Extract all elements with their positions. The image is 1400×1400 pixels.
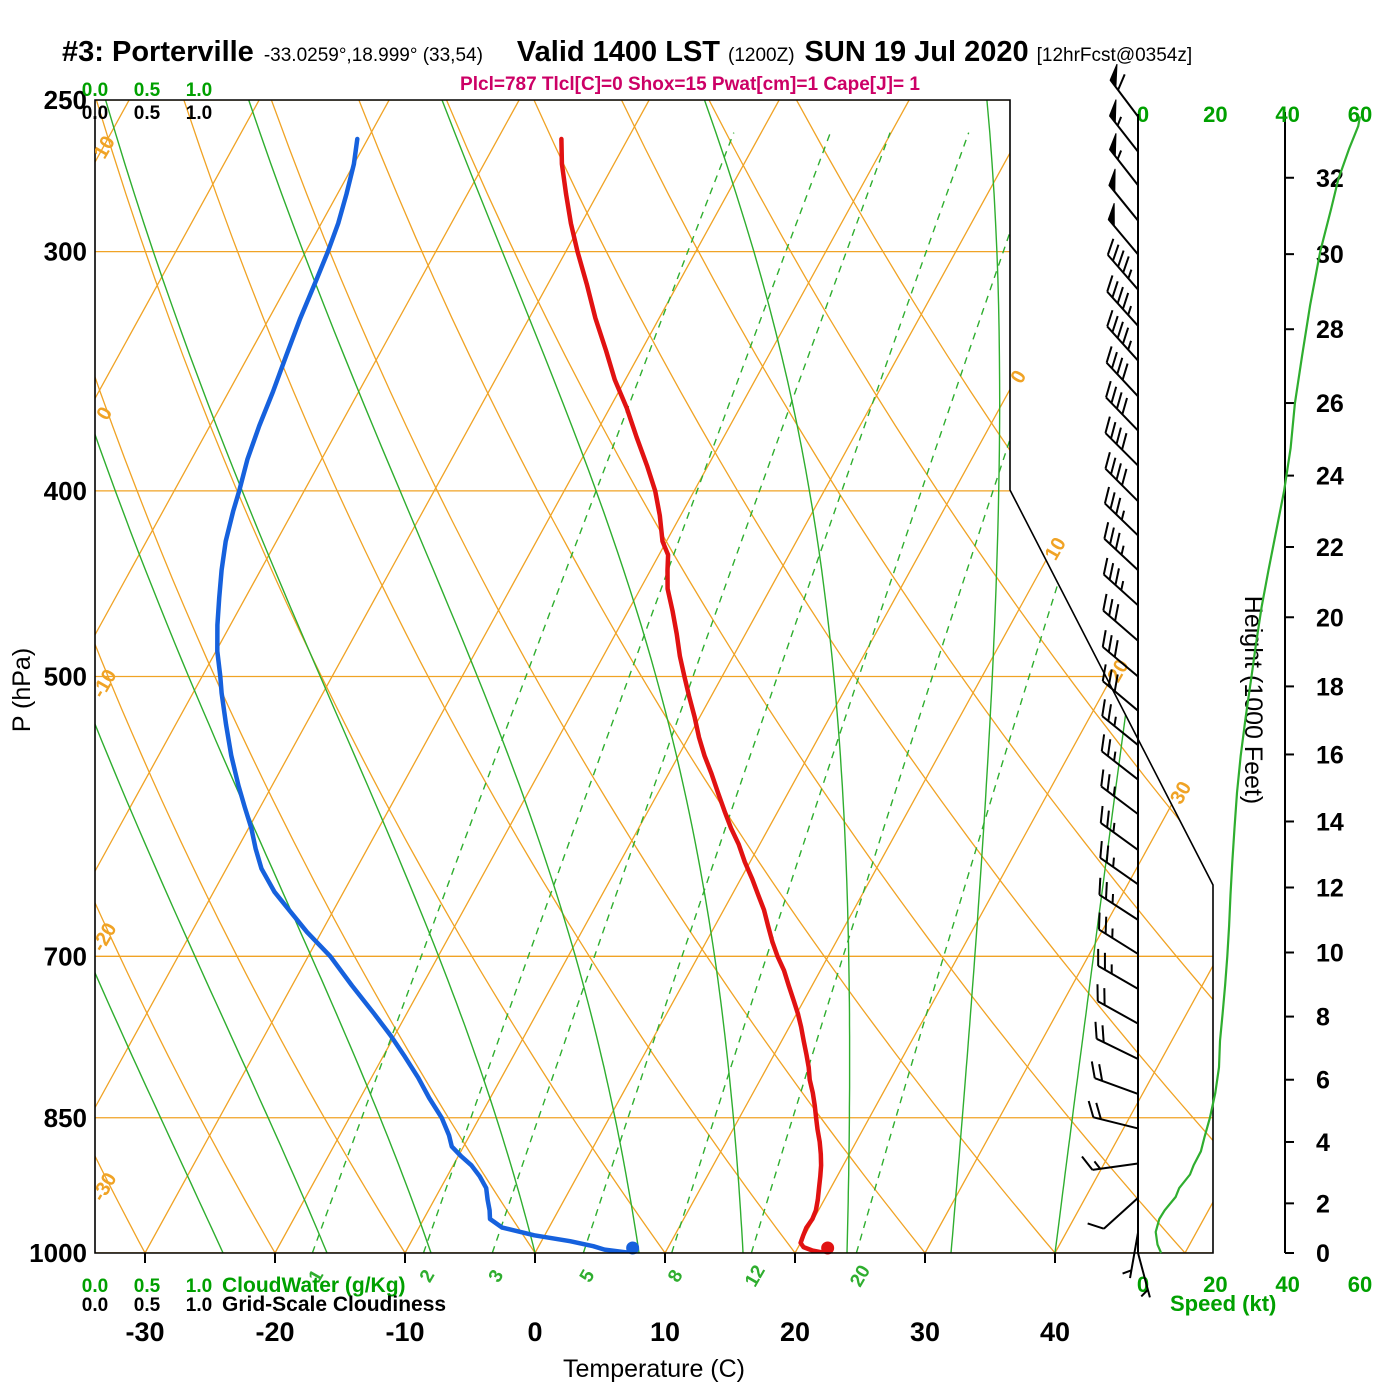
- svg-text:1.0: 1.0: [186, 103, 212, 124]
- svg-text:0: 0: [527, 1317, 542, 1347]
- svg-text:0.0: 0.0: [82, 1295, 108, 1316]
- svg-text:20: 20: [1203, 102, 1227, 127]
- valid-zulu: (1200Z): [728, 45, 795, 66]
- station-coordinates: -33.0259°,18.999° (33,54): [263, 45, 483, 66]
- temperature-curve: [559, 136, 828, 1253]
- svg-text:P (hPa): P (hPa): [8, 648, 36, 732]
- dewpoint-curve: [215, 136, 633, 1253]
- svg-text:24: 24: [1316, 463, 1344, 491]
- title-bar: #3: Porterville -33.0259°,18.999° (33,54…: [62, 36, 1392, 69]
- svg-text:40: 40: [1275, 102, 1299, 127]
- surface-temperature-dot: [821, 1241, 835, 1255]
- svg-text:8: 8: [664, 1266, 687, 1286]
- plot-border: [94, 99, 1214, 1254]
- svg-text:-30: -30: [125, 1317, 164, 1347]
- svg-text:-20: -20: [255, 1317, 294, 1347]
- forecast-tag: [12hrFcst@0354z]: [1036, 45, 1193, 66]
- svg-text:60: 60: [1348, 1272, 1372, 1297]
- svg-text:16: 16: [1316, 741, 1344, 769]
- svg-text:-10: -10: [385, 1317, 424, 1347]
- svg-text:40: 40: [1275, 1272, 1299, 1297]
- svg-text:2: 2: [1316, 1190, 1330, 1218]
- svg-text:40: 40: [1040, 1317, 1070, 1347]
- sounding-curves: [215, 136, 828, 1253]
- svg-text:1000: 1000: [29, 1238, 87, 1268]
- svg-text:2: 2: [416, 1266, 439, 1286]
- svg-text:0.0: 0.0: [82, 1276, 108, 1297]
- svg-text:0.0: 0.0: [82, 80, 108, 101]
- svg-text:10: 10: [650, 1317, 680, 1347]
- surface-dewpoint-dot: [626, 1241, 640, 1255]
- svg-text:30: 30: [910, 1317, 940, 1347]
- svg-text:6: 6: [1316, 1067, 1330, 1095]
- svg-text:0.0: 0.0: [82, 103, 108, 124]
- svg-text:Speed (kt): Speed (kt): [1170, 1291, 1276, 1316]
- svg-text:28: 28: [1316, 316, 1344, 344]
- svg-text:12: 12: [1316, 874, 1344, 902]
- orange-guides: [95, 100, 1213, 1253]
- svg-text:0.5: 0.5: [134, 103, 161, 124]
- svg-text:12: 12: [741, 1262, 770, 1291]
- svg-text:0: 0: [92, 403, 117, 424]
- stability-params: Plcl=787 Tlcl[C]=0 Shox=15 Pwat[cm]=1 Ca…: [460, 74, 920, 95]
- station-title: #3: Porterville: [62, 36, 254, 68]
- svg-text:0: 0: [1137, 102, 1149, 127]
- svg-text:1.0: 1.0: [186, 1276, 212, 1297]
- cloudiness-labels: 0.00.00.50.51.01.0 Grid-Scale Cloudiness: [82, 103, 446, 1316]
- svg-text:18: 18: [1316, 673, 1344, 701]
- svg-text:850: 850: [44, 1103, 87, 1133]
- svg-text:20: 20: [780, 1317, 810, 1347]
- svg-text:8: 8: [1316, 1004, 1330, 1032]
- wind-speed-curve: [1154, 116, 1362, 1254]
- svg-text:250: 250: [44, 85, 87, 115]
- svg-text:300: 300: [44, 237, 87, 267]
- svg-text:CloudWater (g/Kg): CloudWater (g/Kg): [222, 1274, 406, 1297]
- svg-text:0.5: 0.5: [134, 1276, 161, 1297]
- svg-text:0: 0: [1316, 1240, 1330, 1268]
- valid-date: SUN 19 Jul 2020: [804, 36, 1029, 68]
- svg-text:20: 20: [1203, 1272, 1227, 1297]
- svg-text:1.0: 1.0: [186, 80, 212, 101]
- svg-text:700: 700: [44, 941, 87, 971]
- svg-text:10: 10: [1316, 940, 1344, 968]
- svg-text:Grid-Scale Cloudiness: Grid-Scale Cloudiness: [222, 1293, 446, 1316]
- svg-text:5: 5: [576, 1266, 600, 1286]
- green-guides: [95, 100, 1204, 1253]
- svg-text:60: 60: [1348, 102, 1372, 127]
- svg-text:14: 14: [1316, 808, 1344, 836]
- svg-text:0.5: 0.5: [134, 80, 161, 101]
- svg-text:3: 3: [485, 1266, 508, 1286]
- svg-text:Temperature (C): Temperature (C): [563, 1355, 745, 1383]
- svg-text:500: 500: [44, 661, 87, 691]
- svg-text:400: 400: [44, 476, 87, 506]
- svg-text:0.5: 0.5: [134, 1295, 161, 1316]
- svg-text:26: 26: [1316, 390, 1344, 418]
- svg-text:22: 22: [1316, 534, 1344, 562]
- valid-time: Valid 1400 LST: [516, 36, 721, 68]
- svg-text:20: 20: [846, 1262, 875, 1291]
- svg-text:1.0: 1.0: [186, 1295, 212, 1316]
- svg-text:20: 20: [1316, 604, 1344, 632]
- wind-barbs: [1081, 63, 1151, 1298]
- svg-text:Height (1000 Feet): Height (1000 Feet): [1239, 596, 1267, 804]
- svg-text:4: 4: [1316, 1129, 1330, 1157]
